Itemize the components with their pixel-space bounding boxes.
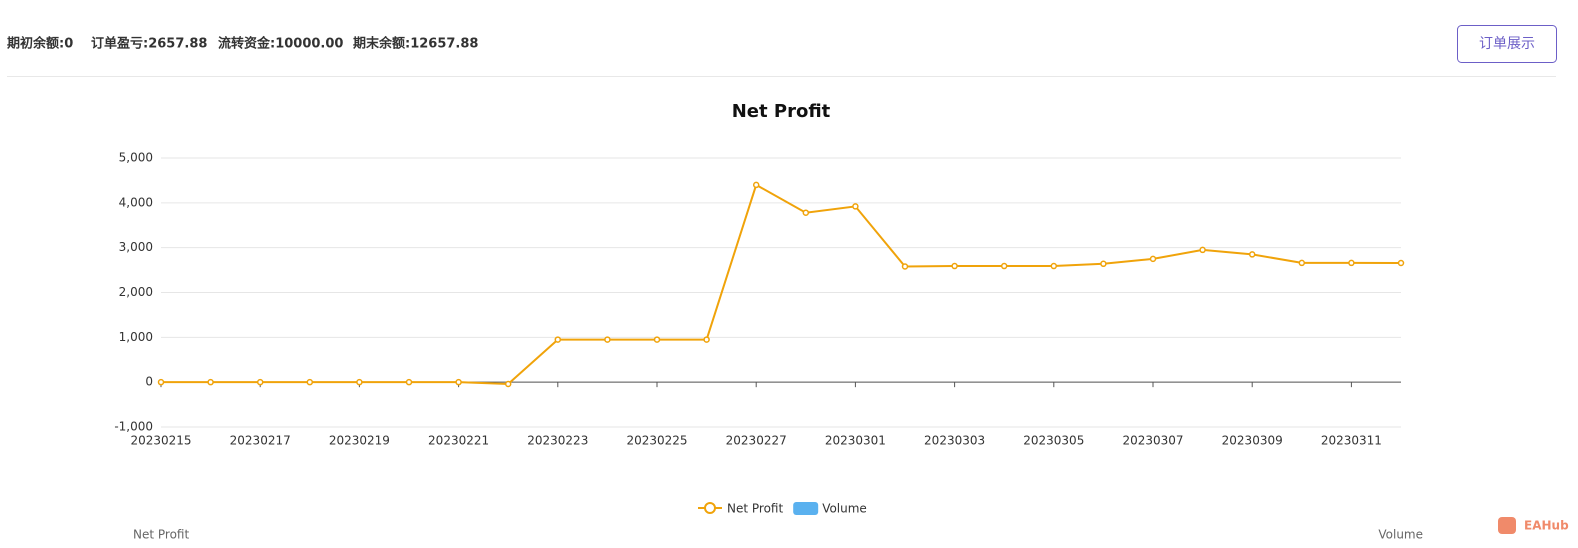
x-tick-label: 20230309 (1222, 434, 1283, 448)
point (604, 336, 611, 343)
point (455, 378, 462, 386)
point (504, 380, 512, 388)
point (1298, 259, 1306, 267)
x-tick-label: 20230223 (527, 434, 588, 448)
y-tick-label: 0 (145, 375, 153, 389)
point (852, 203, 859, 210)
button[interactable] (1457, 25, 1557, 63)
y-tick-label: 2,000 (119, 285, 153, 299)
y-tick-label: -1,000 (114, 420, 153, 434)
y-tick-label: 1,000 (119, 330, 153, 344)
point (405, 378, 413, 386)
line (161, 183, 1402, 385)
y-tick-label: 4,000 (119, 195, 153, 209)
point (1050, 262, 1058, 270)
stat: 期末余额:12657.88 (353, 36, 478, 52)
y-axis-label: Net Profit (133, 528, 189, 542)
x-tick-label: 20230221 (428, 434, 489, 448)
legend-label: Net Profit (727, 502, 783, 516)
x-tick-label: 20230225 (626, 434, 687, 448)
y-tick-label: 3,000 (119, 240, 153, 254)
point (207, 378, 214, 386)
y2-axis-label: Volume (1378, 528, 1423, 542)
point (1000, 262, 1008, 270)
header: 期初余额:0 订单盈亏:2657.88 流转资金:10000.00 期末余额:1… (7, 25, 1557, 77)
legend-label: Volume (822, 502, 867, 516)
point (653, 336, 661, 343)
x-tick-label: 20230301 (825, 434, 886, 448)
y-tick-label: 5,000 (119, 151, 153, 165)
x-tick-label: 20230303 (924, 434, 985, 448)
legend-symbol (704, 502, 716, 514)
x-tick-label: 20230305 (1023, 434, 1084, 448)
x-tick-label: 20230311 (1321, 434, 1382, 448)
point (356, 378, 363, 386)
chart-title: Net Profit (732, 101, 831, 122)
point (752, 181, 760, 189)
point (1199, 246, 1206, 254)
stat: 期初余额:0 (7, 36, 73, 52)
stat: 流转资金:10000.00 (218, 36, 343, 52)
button-label[interactable]: 订单展示 (1479, 36, 1535, 52)
x-tick-label: 20230227 (726, 434, 787, 448)
point (802, 209, 810, 216)
point (157, 378, 165, 386)
point (306, 378, 314, 386)
point (1397, 259, 1405, 267)
point (951, 262, 958, 270)
x-tick-label: 20230219 (329, 434, 390, 448)
stat: 订单盈亏:2657.88 (91, 36, 207, 52)
point (256, 378, 264, 386)
watermark: EAHub (1524, 519, 1569, 533)
x-tick-label: 20230215 (130, 434, 191, 448)
x-tick-label: 20230217 (230, 434, 291, 448)
point (1248, 251, 1256, 258)
watermark-icon (1498, 517, 1516, 534)
x-tick-label: 20230307 (1122, 434, 1183, 448)
point (703, 336, 710, 343)
point (1149, 255, 1157, 263)
point (1348, 259, 1355, 267)
point (554, 336, 562, 343)
legend-symbol (793, 502, 819, 515)
point (1100, 260, 1107, 268)
point (901, 263, 909, 270)
